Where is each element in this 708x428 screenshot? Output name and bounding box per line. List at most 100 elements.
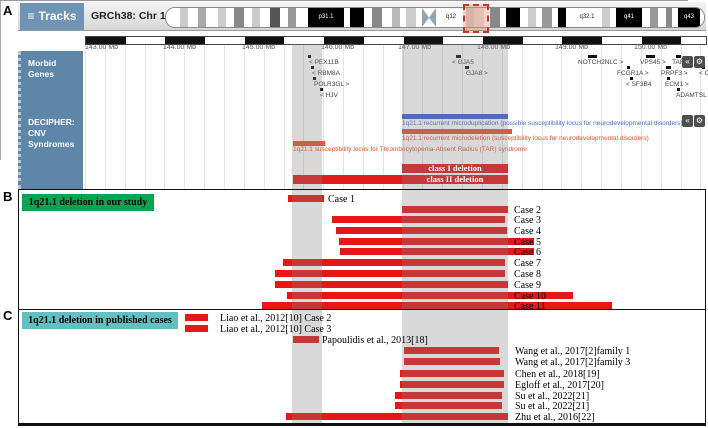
ideogram-band[interactable]: [528, 8, 536, 27]
case-bar: [283, 259, 505, 266]
ideogram-band-p31.1[interactable]: p31.1: [308, 8, 344, 27]
panel-a-letter: A: [3, 3, 13, 18]
gene-label[interactable]: ECM1 >: [665, 81, 689, 88]
cnv-syndrome-label[interactable]: 1q21.1 recurrent microdeletion (suscepti…: [402, 135, 649, 142]
scale-segment: [522, 37, 563, 44]
morbid-settings-icon[interactable]: ⚙: [694, 56, 705, 68]
ruler-tick-label: 150.00 Mb: [634, 44, 668, 51]
ideogram-band[interactable]: [344, 8, 350, 27]
gene-label[interactable]: < RBM8A: [312, 70, 340, 77]
ideogram-band[interactable]: [658, 8, 666, 27]
gridline: [105, 36, 106, 189]
cnv-syndrome-bar[interactable]: [402, 114, 508, 119]
ideogram-band[interactable]: [260, 8, 270, 27]
ideogram-band[interactable]: [500, 8, 506, 27]
ideogram-band[interactable]: [218, 8, 226, 27]
tracks-button-label: Tracks: [38, 9, 77, 23]
gene-label[interactable]: POLR3GL >: [314, 81, 350, 88]
ideogram-band[interactable]: [506, 8, 520, 27]
ideogram-band-q43[interactable]: q43: [678, 8, 700, 27]
ideogram-band[interactable]: [350, 8, 364, 27]
case-label: Chen et al., 2018[19]: [515, 369, 600, 380]
case-bar: [340, 248, 534, 255]
gene-label[interactable]: < C: [699, 70, 708, 77]
gridline: [125, 36, 126, 189]
ideogram-band[interactable]: [466, 8, 474, 27]
gene-label[interactable]: TAR: [672, 59, 685, 66]
gene-label[interactable]: VPS45 >: [640, 59, 666, 66]
gene-exon-tick: [666, 66, 671, 69]
ideogram-band[interactable]: [382, 8, 392, 27]
gene-label[interactable]: < SF3B4: [626, 81, 652, 88]
gene-label[interactable]: ADAMTSL: [676, 92, 707, 99]
ideogram-band[interactable]: [650, 8, 658, 27]
ideogram-band[interactable]: [166, 8, 180, 27]
ideogram-band[interactable]: [226, 8, 234, 27]
ideogram-band[interactable]: [602, 8, 610, 27]
ideogram-band[interactable]: [188, 8, 198, 27]
ideogram-band[interactable]: [296, 8, 308, 27]
ideogram-band[interactable]: [400, 8, 406, 27]
ideogram-band[interactable]: [666, 8, 672, 27]
gridline: [661, 36, 662, 189]
ideogram-band[interactable]: [364, 8, 372, 27]
ideogram-band[interactable]: [672, 8, 678, 27]
tracks-button[interactable]: ≡ Tracks: [20, 3, 84, 30]
ideogram-band[interactable]: [642, 8, 650, 27]
ideogram-band-q12[interactable]: q12: [436, 8, 466, 27]
scale-segment: [205, 37, 245, 44]
ideogram-band-q32.1[interactable]: q32.1: [572, 8, 602, 27]
gene-label[interactable]: < HJV: [320, 92, 338, 99]
cnv-syndrome-bar[interactable]: [402, 129, 512, 134]
ideogram-band[interactable]: [520, 8, 528, 27]
ideogram-band[interactable]: [416, 8, 422, 27]
gridline: [323, 36, 324, 189]
gene-label[interactable]: GJA8 >: [466, 70, 488, 77]
ideogram-selection-box[interactable]: [463, 4, 489, 33]
gene-label[interactable]: FCGR1A >: [617, 70, 649, 77]
ideogram-band[interactable]: [406, 8, 416, 27]
track-sidebar[interactable]: [18, 51, 83, 189]
ideogram-band[interactable]: [206, 8, 218, 27]
ideogram-band[interactable]: [558, 8, 566, 27]
ideogram-band[interactable]: [542, 8, 552, 27]
decipher-collapse-button[interactable]: «: [682, 115, 693, 127]
gene-label[interactable]: PRPF3 >: [661, 70, 688, 77]
ideogram-band[interactable]: [234, 8, 244, 27]
ideogram-band[interactable]: [288, 8, 296, 27]
ideogram-band[interactable]: [180, 8, 188, 27]
ideogram-band[interactable]: [700, 8, 704, 27]
ideogram-band[interactable]: [372, 8, 382, 27]
gene-label[interactable]: < GJA5: [452, 59, 474, 66]
scale-segment: [681, 37, 706, 44]
ideogram-band[interactable]: [536, 8, 542, 27]
cnv-syndrome-label[interactable]: 1q21.1 recurrent microduplication (possi…: [402, 120, 683, 127]
ideogram-band[interactable]: [280, 8, 288, 27]
ideogram-band[interactable]: [566, 8, 572, 27]
chromosome-ideogram[interactable]: p31.1 q12 q32.1 q41 q43: [165, 7, 705, 28]
gene-label[interactable]: NOTCH2NLC >: [578, 59, 624, 66]
gene-label[interactable]: < PEX11B: [309, 59, 339, 66]
ideogram-band[interactable]: [610, 8, 616, 27]
ideogram-band[interactable]: [244, 8, 252, 27]
ideogram-band[interactable]: [198, 8, 206, 27]
case-bar: [332, 216, 505, 223]
class-deletion-bar[interactable]: [293, 175, 508, 184]
morbid-genes-track-title: Morbid Genes: [28, 58, 57, 79]
decipher-settings-icon[interactable]: ⚙: [694, 115, 705, 127]
class-deletion-bar[interactable]: [402, 164, 508, 173]
ideogram-band[interactable]: [392, 8, 400, 27]
cnv-syndrome-bar[interactable]: [293, 141, 325, 146]
ideogram-band[interactable]: [474, 8, 484, 27]
ideogram-band[interactable]: [252, 8, 260, 27]
gene-exon-tick: [308, 55, 311, 58]
morbid-collapse-button[interactable]: «: [682, 56, 693, 68]
ideogram-band[interactable]: [552, 8, 558, 27]
case-bar: [395, 402, 502, 409]
case-label: Wang et al., 2017[2]family 3: [515, 357, 631, 368]
ideogram-band-q41[interactable]: q41: [616, 8, 642, 27]
ideogram-band[interactable]: [270, 8, 280, 27]
cnv-syndrome-label[interactable]: 1q21.1 susceptibility locus for Thromboc…: [293, 146, 527, 153]
ideogram-band[interactable]: [490, 8, 500, 27]
centromere[interactable]: [422, 8, 436, 27]
